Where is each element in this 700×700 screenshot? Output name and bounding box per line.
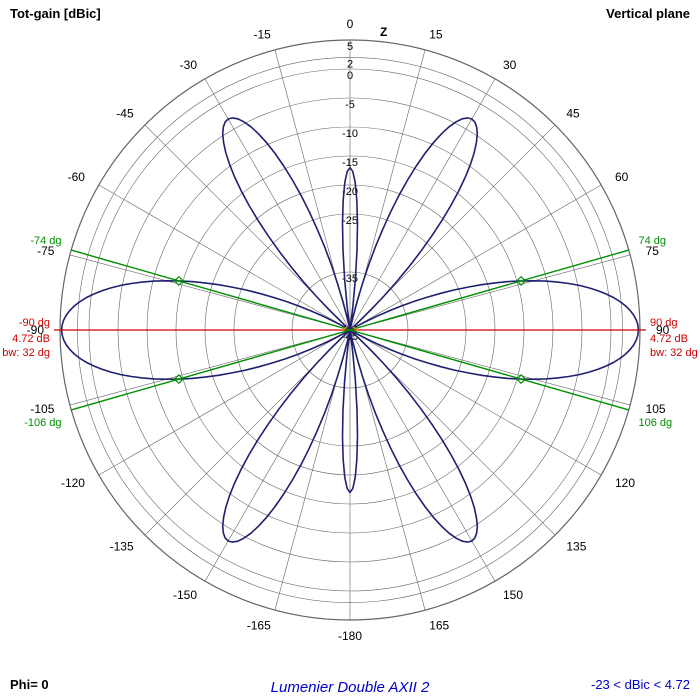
angle-tick-label: 15 [429,27,443,41]
angle-tick-label: -105 [30,402,54,416]
beamwidth-label: 106 dg [638,417,672,429]
beamwidth-label: -106 dg [24,417,61,429]
svg-text:4.72 dB: 4.72 dB [12,333,50,345]
radial-tick-label: -25 [342,215,358,227]
angle-tick-label: -30 [180,58,198,72]
angle-tick-label: 30 [503,58,517,72]
svg-text:90 dg: 90 dg [650,317,678,329]
angle-tick-label: -60 [68,170,86,184]
angle-tick-label: -135 [110,539,134,553]
radial-tick-label: 0 [347,70,353,82]
svg-text:-90 dg: -90 dg [19,317,50,329]
polar-plot: -180-165-150-135-120-105-90-75-60-45-30-… [0,0,700,700]
svg-text:bw: 32 dg: bw: 32 dg [2,347,50,359]
angle-tick-label: -45 [116,107,134,121]
beamwidth-label: -74 dg [30,235,61,247]
radial-tick-label: -5 [345,99,355,111]
angle-tick-label: -180 [338,629,362,643]
angle-tick-label: 45 [566,107,580,121]
angle-tick-label: 0 [347,17,354,31]
angle-tick-label: 165 [429,619,449,633]
axis-label-z: Z [380,25,387,39]
angle-tick-label: -150 [173,588,197,602]
angle-tick-label: 60 [615,170,629,184]
svg-text:bw: 32 dg: bw: 32 dg [650,347,698,359]
angle-tick-label: -120 [61,476,85,490]
angle-tick-label: 105 [646,402,666,416]
radial-tick-label: 2 [347,58,353,70]
angle-tick-label: 120 [615,476,635,490]
svg-text:4.72 dB: 4.72 dB [650,333,688,345]
angle-tick-label: 135 [566,539,586,553]
radial-tick-label: 5 [347,41,353,53]
radial-tick-label: -10 [342,128,358,140]
angle-tick-label: -15 [253,27,271,41]
angle-tick-label: -165 [247,619,271,633]
angle-tick-label: 150 [503,588,523,602]
beamwidth-label: 74 dg [638,235,666,247]
